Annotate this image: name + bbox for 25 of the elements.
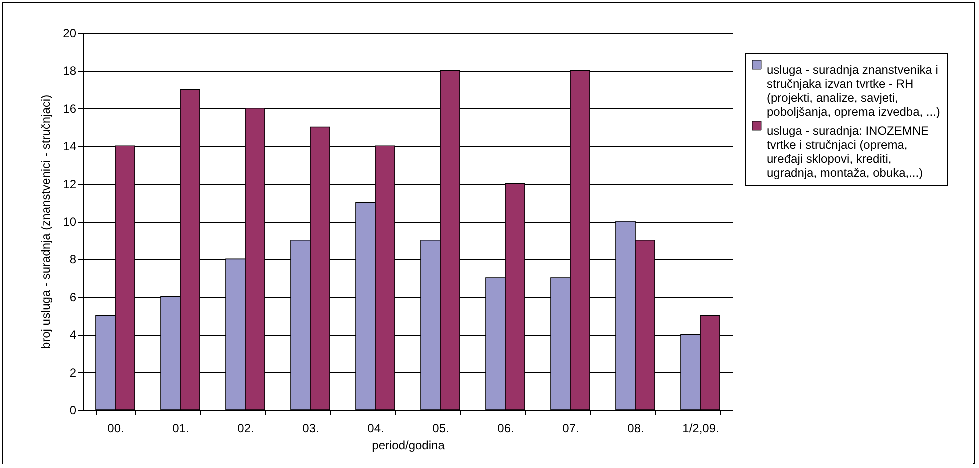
x-tick-label: 01. <box>172 422 190 436</box>
x-tick-label: 06. <box>498 422 514 436</box>
x-tick-label: 03. <box>302 422 320 436</box>
x-tick-label: 07. <box>562 422 580 436</box>
x-tick-label: 08. <box>628 422 644 436</box>
x-tick-label: 02. <box>238 422 254 436</box>
y-tick-label: 0 <box>70 404 77 418</box>
x-axis-title: period/godina <box>372 438 446 452</box>
y-tick-label: 10 <box>63 215 77 229</box>
y-tick-label: 14 <box>63 140 77 154</box>
legend-label: usluga - suradnja znanstvenika i stručnjaka izvan tvrtke - RH (projekti, analize, savjeti, poboljšanja, oprema izvedba, ...) <box>767 63 940 119</box>
y-tick-label: 8 <box>70 252 77 267</box>
x-tick-label: 00. <box>108 422 124 436</box>
x-tick-label: 1/2,09. <box>682 422 720 436</box>
y-tick-label: 12 <box>63 177 77 192</box>
y-tick-label: 2 <box>70 366 77 380</box>
y-axis-title: broj usluga - suradnja (znanstvenici - stručnjaci) <box>39 94 54 350</box>
y-tick-label: 16 <box>63 102 77 116</box>
y-tick-label: 6 <box>70 290 77 304</box>
y-tick-label: 18 <box>63 64 77 78</box>
x-tick-label: 05. <box>432 422 450 436</box>
x-tick-label: 04. <box>368 422 384 436</box>
y-tick-label: 4 <box>70 328 77 342</box>
y-tick-label: 20 <box>63 26 77 40</box>
legend-label: usluga - suradnja: INOZEMNE tvrtke i stručnjaci (oprema, uređaji sklopovi, krediti, ugradnja, montaža, obuka,...) <box>767 124 930 180</box>
